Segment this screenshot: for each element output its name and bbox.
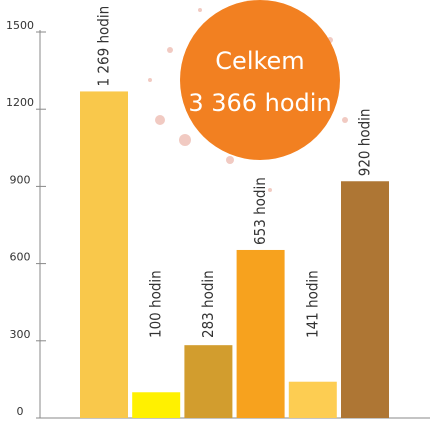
annotation-bubble bbox=[180, 0, 340, 160]
annotation: Celkem bbox=[215, 47, 304, 75]
y-tick-label: 900 bbox=[10, 173, 31, 186]
y-tick-label: 1500 bbox=[6, 19, 34, 32]
value-label: 141 hodin bbox=[303, 270, 321, 338]
y-tick-label: 1200 bbox=[6, 96, 34, 109]
bar bbox=[237, 250, 285, 418]
bar bbox=[289, 382, 337, 418]
y-tick-label: 600 bbox=[10, 251, 31, 264]
bar bbox=[341, 181, 389, 418]
chart: 0 300 600 900 1200 1500 1 269 hodin 100 hodin 28… bbox=[0, 0, 433, 424]
value-label: 920 hodin bbox=[356, 109, 374, 177]
value-label: 100 hodin bbox=[147, 270, 165, 338]
bar bbox=[184, 345, 232, 418]
y-tick-label: 300 bbox=[10, 328, 31, 341]
bar bbox=[80, 91, 128, 418]
annotation: 3 366 hodin bbox=[188, 89, 331, 117]
y-tick-label: 0 bbox=[17, 405, 24, 418]
value-label: 653 hodin bbox=[251, 177, 269, 245]
bar bbox=[132, 392, 180, 418]
page: 0 300 600 900 1200 1500 1 269 hodin 100 hodin 28… bbox=[0, 0, 433, 424]
value-label: 283 hodin bbox=[199, 270, 217, 338]
value-label: 1 269 hodin bbox=[95, 6, 113, 87]
